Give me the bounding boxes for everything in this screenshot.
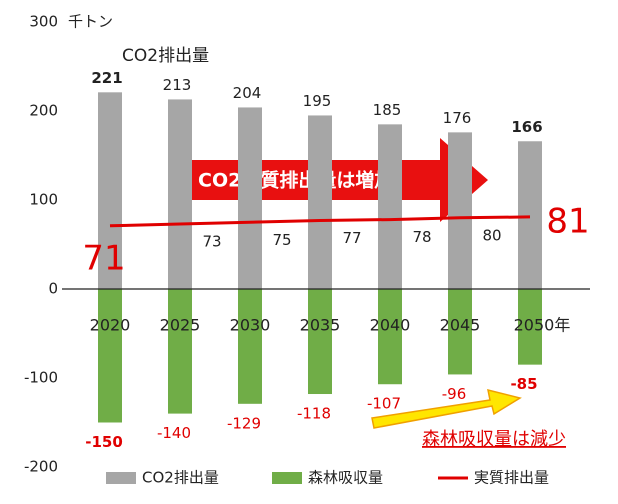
value-label: -85 (510, 375, 537, 393)
legend-label: 森林吸収量 (308, 469, 383, 487)
bar (98, 92, 122, 289)
bar (448, 289, 472, 375)
bar (98, 289, 122, 423)
y-tick-label: 100 (29, 191, 58, 209)
line-value-label: 77 (342, 229, 361, 247)
x-tick-label: 2025 (160, 316, 201, 335)
increase-arrow (182, 138, 488, 222)
x-tick-label: 2045 (440, 316, 481, 335)
bar (238, 289, 262, 404)
unit-label: 千トン (68, 13, 113, 31)
legend-label: CO2排出量 (142, 469, 219, 487)
value-label: 221 (91, 69, 122, 87)
line (109, 215, 531, 228)
bar (308, 115, 332, 289)
series-annotation: CO2排出量 (122, 46, 209, 66)
x-tick-label: 2050年 (514, 316, 571, 335)
decrease-arrow (371, 388, 522, 429)
y-tick-label: -200 (24, 458, 58, 476)
bar (448, 132, 472, 289)
bar (378, 124, 402, 289)
line-value-label: 80 (482, 226, 501, 244)
bar (518, 141, 542, 289)
bar (168, 99, 192, 290)
legend-swatch (272, 472, 302, 484)
bar (238, 107, 262, 289)
value-label: -129 (227, 414, 261, 432)
x-tick-label: 2030 (230, 316, 271, 335)
value-label: -96 (442, 385, 467, 403)
value-label: -140 (157, 424, 191, 442)
line-value-label: 81 (546, 201, 589, 241)
value-label: 166 (511, 118, 542, 136)
line-value-label: 75 (272, 231, 291, 249)
increase-annotation: CO2実質排出量は増加 (198, 169, 393, 192)
legend-swatch (106, 472, 136, 484)
value-label: -118 (297, 405, 331, 423)
bar (518, 289, 542, 365)
x-tick-label: 2035 (300, 316, 341, 335)
y-tick-label: 200 (29, 102, 58, 120)
bar (168, 289, 192, 414)
value-label: -150 (85, 433, 123, 451)
line-value-label: 73 (202, 233, 221, 251)
value-label: 213 (163, 76, 192, 94)
legend-label: 実質排出量 (474, 469, 549, 487)
x-tick-label: 2020 (90, 316, 131, 335)
bar (378, 289, 402, 385)
bar (308, 289, 332, 395)
value-label: -107 (367, 395, 401, 413)
y-tick-label: 0 (48, 280, 58, 298)
line-value-label: 78 (412, 228, 431, 246)
decrease-annotation: 森林吸収量は減少 (422, 429, 566, 450)
value-label: 204 (233, 84, 262, 102)
y-tick-label: -100 (24, 369, 58, 387)
x-tick-label: 2040 (370, 316, 411, 335)
value-label: 185 (373, 101, 402, 119)
value-label: 176 (443, 109, 472, 127)
value-label: 195 (303, 92, 332, 110)
line-value-label: 71 (82, 238, 125, 278)
y-tick-label: 300 (29, 13, 58, 31)
